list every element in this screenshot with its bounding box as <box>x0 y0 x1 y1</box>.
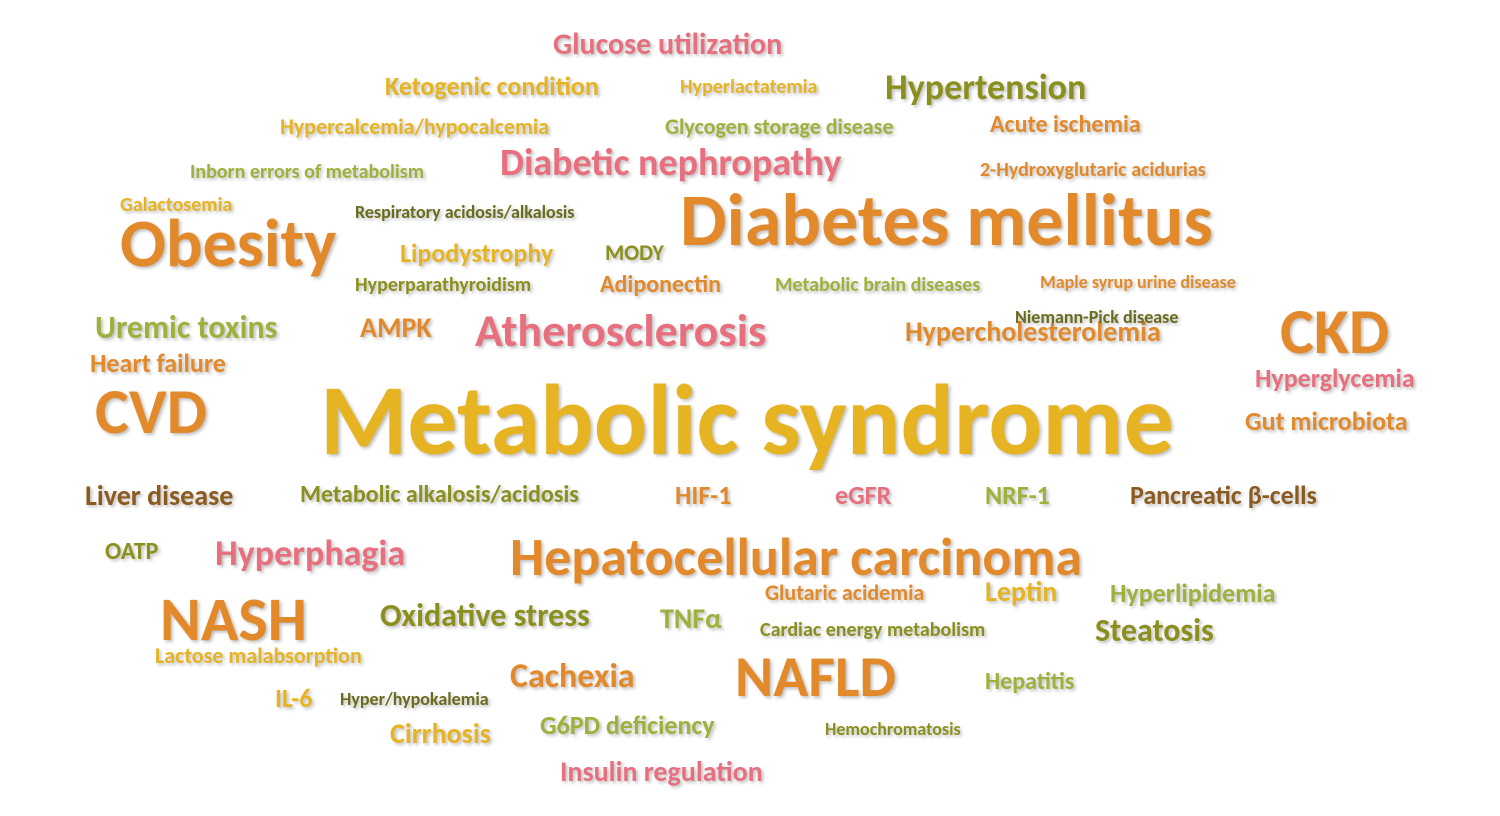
word-6: NASH <box>160 588 307 650</box>
word-20: Gut microbiota <box>1245 408 1408 434</box>
word-56: Hyperlactatemia <box>680 77 817 97</box>
word-32: Hemochromatosis <box>825 720 961 738</box>
word-47: MODY <box>605 242 664 264</box>
word-33: Insulin regulation <box>560 758 763 786</box>
word-31: G6PD deficiency <box>540 712 715 738</box>
word-19: Hyperglycemia <box>1255 365 1415 391</box>
word-37: HIF-1 <box>675 482 731 508</box>
word-30: Cirrhosis <box>390 720 491 748</box>
word-34: Hepatitis <box>985 670 1074 694</box>
word-53: Glycogen storage disease <box>665 116 894 138</box>
word-26: Cardiac energy metabolism <box>760 620 985 640</box>
word-1: Diabetes mellitus <box>680 183 1213 257</box>
word-46: Lipodystrophy <box>400 240 553 266</box>
word-43: Metabolic brain diseases <box>775 275 980 295</box>
word-14: Steatosis <box>1095 615 1214 647</box>
word-23: Leptin <box>985 578 1057 606</box>
word-12: Oxidative stress <box>380 600 590 632</box>
word-10: Hypertension <box>885 69 1086 105</box>
word-15: Uremic toxins <box>95 312 277 344</box>
word-55: Ketogenic condition <box>385 73 599 99</box>
word-21: Pancreatic β-cells <box>1130 482 1317 508</box>
word-24: TNFα <box>660 605 722 633</box>
word-29: Hyper/hypokalemia <box>340 690 489 708</box>
word-16: Heart failure <box>90 350 226 376</box>
word-45: Niemann-Pick disease <box>1015 308 1178 326</box>
word-39: NRF-1 <box>985 482 1050 508</box>
word-25: Glutaric acidemia <box>765 582 924 604</box>
word-48: Respiratory acidosis/alkalosis <box>355 203 574 221</box>
word-27: Lactose malabsorption <box>155 645 362 667</box>
word-8: Atherosclerosis <box>475 308 766 354</box>
word-51: Galactosemia <box>120 195 232 215</box>
word-17: Liver disease <box>85 482 233 510</box>
word-40: AMPK <box>360 314 432 342</box>
word-52: Hypercalcemia/hypocalcemia <box>280 116 549 138</box>
word-41: Hyperparathyroidism <box>355 275 531 295</box>
word-22: Hyperlipidemia <box>1110 580 1276 606</box>
word-50: 2-Hydroxyglutaric acidurias <box>980 160 1206 180</box>
word-57: Glucose utilization <box>553 30 782 60</box>
word-35: OATP <box>105 540 158 564</box>
word-44: Maple syrup urine disease <box>1040 273 1236 291</box>
word-49: Inborn errors of metabolism <box>190 162 424 182</box>
word-42: Adiponectin <box>600 273 721 297</box>
word-36: Metabolic alkalosis/acidosis <box>300 483 579 507</box>
word-9: Diabetic nephropathy <box>500 144 842 182</box>
word-54: Acute ischemia <box>990 113 1141 137</box>
word-0: Metabolic syndrome <box>320 370 1174 470</box>
word-11: Hyperphagia <box>215 535 405 571</box>
word-28: IL-6 <box>275 685 312 711</box>
word-2: Obesity <box>120 210 336 278</box>
word-cloud: Metabolic syndrome Diabetes mellitus Obesi… <box>0 0 1500 816</box>
word-4: CVD <box>95 380 207 444</box>
word-38: eGFR <box>835 482 891 508</box>
word-3: CKD <box>1280 300 1389 364</box>
word-7: NAFLD <box>735 648 896 706</box>
word-13: Cachexia <box>510 660 635 694</box>
